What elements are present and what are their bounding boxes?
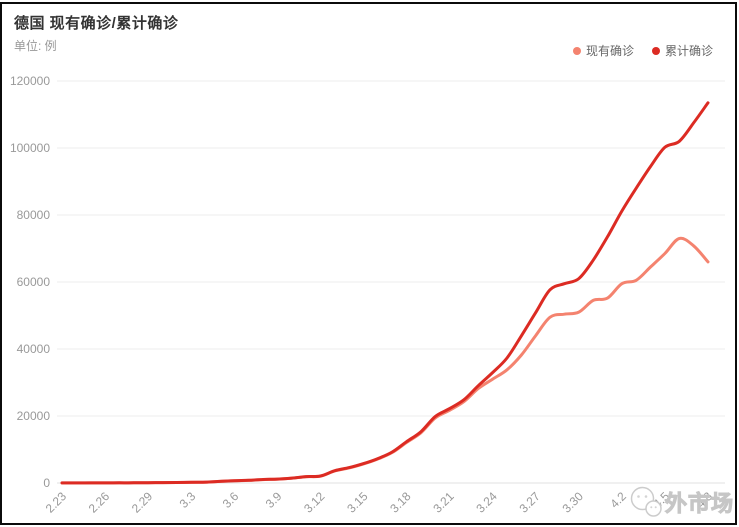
cumulative-cases-legend-dot-icon	[651, 46, 660, 55]
y-axis-tick-label: 80000	[17, 208, 51, 222]
watermark: 外市场	[629, 484, 734, 520]
cumulative-cases-line[interactable]	[60, 101, 710, 485]
chart-title: 德国 现有确诊/累计确诊	[14, 15, 179, 32]
x-axis-tick-label: 2.26	[86, 489, 113, 516]
legend-item-cumulative-cases[interactable]: 累计确诊	[651, 42, 713, 59]
y-axis-tick-label: 0	[43, 476, 50, 490]
x-axis-tick-label: 3.15	[344, 489, 371, 516]
x-axis-tick-label: 3.3	[177, 489, 199, 511]
y-axis-tick-label: 40000	[17, 342, 51, 356]
y-axis-tick-label: 120000	[10, 74, 50, 88]
y-axis-tick-label: 60000	[17, 275, 51, 289]
x-axis-tick-label: 3.27	[516, 489, 543, 516]
y-axis-tick-label: 20000	[17, 409, 51, 423]
legend-label-active-cases: 现有确诊	[585, 44, 634, 58]
watermark-text: 外市场	[664, 491, 734, 517]
unit-label: 单位: 例	[14, 39, 57, 53]
x-axis-tick-label: 3.9	[263, 489, 285, 511]
legend: 现有确诊 累计确诊	[572, 42, 713, 59]
x-axis-tick-label: 3.21	[430, 489, 457, 516]
legend-item-active-cases[interactable]: 现有确诊	[572, 42, 634, 59]
wechat-bubbles-icon	[630, 486, 662, 517]
y-axis-tick-label: 100000	[10, 141, 50, 155]
x-axis-tick-label: 2.23	[43, 489, 70, 516]
active-cases-legend-dot-icon	[572, 46, 581, 55]
x-axis-tick-label: 3.6	[220, 489, 242, 511]
x-axis-tick-label: 3.12	[301, 489, 328, 516]
x-axis-tick-label: 2.29	[129, 489, 156, 516]
x-axis-tick-label: 3.24	[473, 489, 500, 516]
active-cases-line[interactable]	[60, 236, 710, 485]
x-axis-tick-label: 4.2	[607, 489, 629, 511]
legend-label-cumulative-cases: 累计确诊	[664, 44, 713, 58]
x-axis-tick-label: 3.30	[560, 489, 587, 516]
x-axis-tick-label: 3.18	[387, 489, 414, 516]
